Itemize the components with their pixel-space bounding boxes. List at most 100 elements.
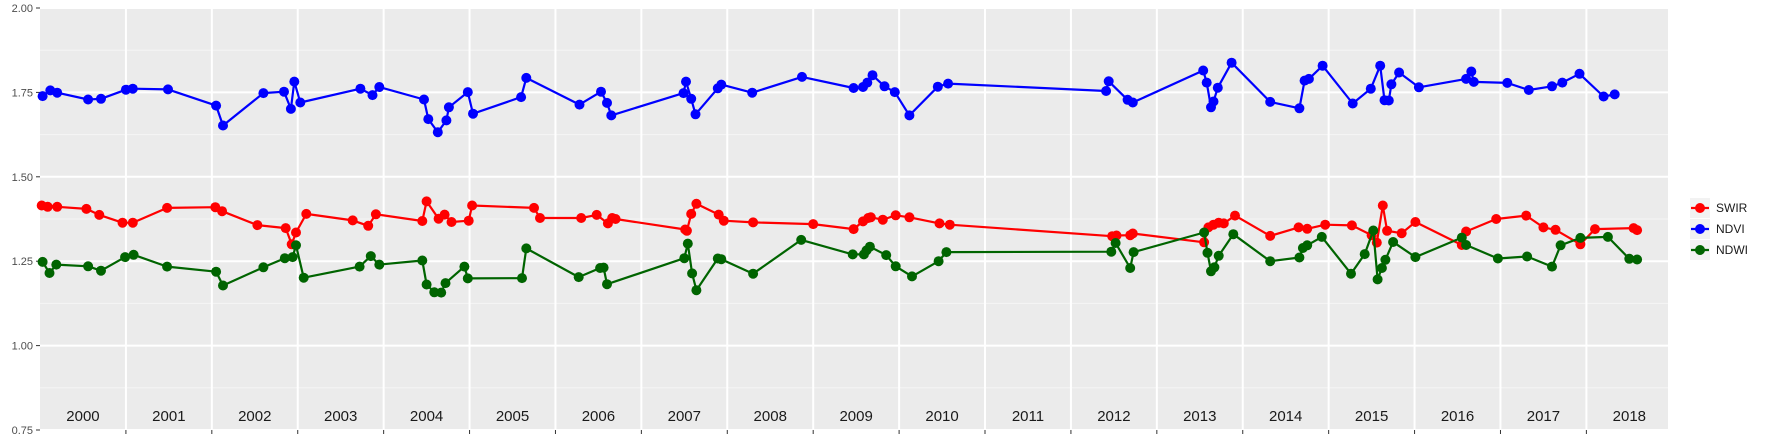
data-point-ndvi [678, 88, 689, 99]
data-point-swir [865, 212, 876, 223]
y-axis: 0.75 1.00 1.25 1.50 1.75 2.00 [12, 3, 40, 437]
y-tick-label: 1.00 [12, 341, 33, 353]
data-point-ndvi [596, 86, 606, 97]
data-point-ndvi [606, 110, 617, 121]
data-point-ndwi [1376, 263, 1387, 273]
legend-label-swir: SWIR [1716, 201, 1748, 215]
data-point-ndvi [889, 87, 900, 98]
data-point-ndwi [517, 273, 527, 284]
data-point-swir [1377, 200, 1388, 211]
year-label: 2006 [582, 408, 615, 425]
data-point-ndwi [687, 268, 698, 279]
data-point-ndwi [1632, 254, 1643, 265]
data-point-ndwi [890, 261, 901, 272]
data-point-ndwi [462, 273, 473, 284]
data-point-ndvi [468, 108, 478, 119]
data-point-ndvi [1502, 77, 1513, 88]
data-point-ndwi [748, 268, 759, 279]
data-point-ndvi [96, 93, 106, 104]
data-point-swir [808, 219, 819, 230]
data-point-swir [1382, 225, 1393, 236]
data-point-swir [1491, 214, 1502, 224]
data-point-ndvi [1468, 76, 1479, 87]
year-label: 2014 [1269, 408, 1302, 425]
data-point-ndvi [521, 72, 532, 83]
data-point-ndwi [1410, 252, 1421, 263]
x-axis: 2000 2001 2002 2003 2004 2005 2006 2007 2008 2009… [66, 408, 1646, 434]
data-point-ndvi [747, 87, 758, 98]
data-point-ndwi [521, 243, 532, 254]
data-point-ndwi [287, 252, 298, 263]
year-label: 2010 [925, 408, 958, 425]
data-point-swir [1396, 228, 1407, 239]
year-label: 2007 [668, 408, 701, 425]
data-point-ndwi [1456, 232, 1467, 243]
series-ndwi [37, 225, 1643, 298]
data-point-ndvi [1547, 81, 1557, 92]
data-point-swir [944, 219, 955, 230]
y-tick-label: 1.25 [12, 256, 33, 268]
data-point-ndvi [1208, 96, 1219, 107]
data-point-ndwi [1265, 256, 1276, 267]
data-point-ndvi [1103, 76, 1114, 87]
data-point-swir [52, 201, 63, 212]
data-point-ndvi [1303, 73, 1314, 84]
year-label: 2008 [754, 408, 787, 425]
data-point-ndvi [374, 82, 385, 92]
data-point-ndvi [432, 127, 443, 138]
data-point-swir [280, 223, 291, 234]
data-point-ndvi [1523, 85, 1534, 95]
data-point-ndwi [679, 253, 690, 264]
data-point-ndvi [258, 88, 269, 99]
data-point-swir [42, 201, 53, 212]
data-point-ndvi [1317, 60, 1328, 71]
data-point-ndvi [932, 81, 943, 92]
data-point-swir [1410, 217, 1421, 227]
data-point-swir [934, 218, 945, 229]
data-point-ndwi [128, 249, 139, 260]
data-point-swir [162, 202, 173, 213]
year-label: 2002 [238, 408, 271, 425]
legend-key-point [1695, 224, 1705, 234]
data-point-ndwi [1461, 240, 1472, 250]
data-point-ndvi [295, 97, 306, 108]
year-label: 2011 [1012, 408, 1044, 425]
data-point-ndvi [1201, 77, 1212, 88]
data-point-ndwi [1492, 253, 1503, 264]
legend-key-point [1695, 245, 1705, 255]
data-point-swir [748, 217, 759, 228]
data-point-ndwi [1302, 240, 1313, 251]
legend: SWIR NDVI NDWI [1690, 198, 1748, 260]
data-point-swir [529, 202, 539, 213]
legend-key-point [1695, 203, 1705, 213]
year-label: 2009 [839, 408, 872, 425]
data-point-ndvi [127, 83, 138, 94]
data-point-ndwi [682, 238, 693, 249]
data-point-ndwi [1110, 238, 1121, 248]
data-point-ndwi [716, 254, 727, 265]
data-point-swir [81, 203, 92, 214]
data-point-ndvi [1413, 82, 1424, 93]
series-ndvi [37, 57, 1620, 138]
data-point-ndwi [1522, 251, 1533, 262]
y-tick-label: 1.50 [12, 172, 33, 184]
data-point-ndvi [1383, 95, 1394, 106]
data-point-ndvi [690, 109, 701, 120]
data-point-ndwi [796, 234, 807, 245]
data-point-ndvi [1466, 66, 1477, 77]
data-point-ndwi [417, 255, 428, 266]
year-label: 2000 [66, 408, 99, 425]
data-point-ndvi [681, 76, 691, 87]
data-point-ndvi [285, 103, 296, 114]
data-point-swir [291, 227, 301, 238]
data-point-swir [890, 210, 901, 221]
data-point-swir [848, 224, 859, 235]
data-point-swir [1230, 210, 1240, 221]
data-point-swir [591, 209, 602, 220]
data-point-swir [1538, 222, 1549, 233]
data-point-ndvi [83, 94, 94, 105]
year-label: 2018 [1613, 408, 1646, 425]
data-point-swir [877, 214, 888, 225]
data-point-swir [681, 225, 692, 236]
